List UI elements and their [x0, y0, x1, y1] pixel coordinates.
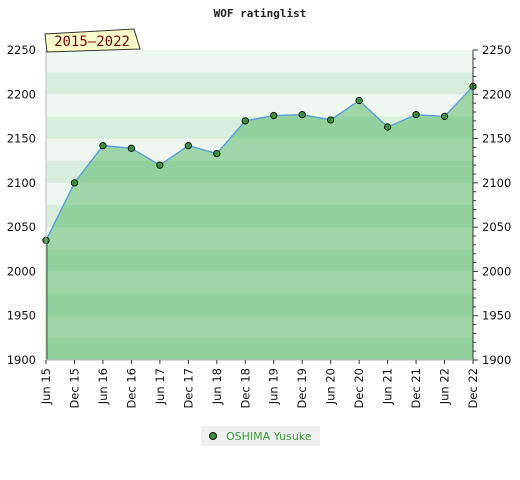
y-tick-label-left: 2150: [7, 132, 36, 146]
data-point[interactable]: [355, 96, 363, 105]
x-tick-label: Dec 22: [466, 368, 480, 409]
x-tick-label: Jun 17: [153, 368, 167, 405]
grid-band: [46, 72, 473, 95]
grid-band: [46, 271, 473, 294]
grid-band: [46, 160, 473, 183]
y-tick-label-right: 2250: [482, 43, 511, 57]
y-tick-label-right: 2050: [482, 220, 511, 234]
y-tick-label-left: 1900: [7, 353, 36, 367]
data-point[interactable]: [298, 111, 306, 119]
legend-label: OSHIMA Yusuke: [226, 429, 312, 443]
y-tick-label-left: 2250: [7, 43, 36, 57]
grid-band: [46, 94, 473, 117]
data-point[interactable]: [127, 144, 136, 152]
y-tick-label-right: 2150: [482, 132, 511, 146]
grid-band: [46, 249, 473, 272]
data-point[interactable]: [241, 117, 249, 125]
x-tick-label: Dec 21: [409, 368, 423, 409]
x-tick-label: Dec 20: [352, 368, 366, 409]
data-point[interactable]: [99, 142, 107, 150]
line-layer: [45, 85, 474, 241]
y-tick-label-left: 1950: [7, 309, 36, 323]
period-badge: 2015–2022: [44, 28, 141, 53]
data-point[interactable]: [440, 112, 449, 121]
series-line: [45, 85, 474, 241]
x-tick-label: Dec 17: [181, 368, 195, 409]
x-tick-label: Jun 20: [324, 368, 338, 405]
grid-band: [46, 337, 473, 360]
y-tick-label-left: 2000: [7, 264, 36, 278]
legend-marker: [209, 432, 217, 440]
series-area: [46, 86, 473, 361]
y-tick-label-right: 2100: [482, 176, 511, 190]
data-point[interactable]: [184, 142, 192, 150]
y-tick-label-left: 2050: [7, 220, 36, 234]
y-tick-label-left: 2200: [7, 87, 36, 101]
x-tick-label: Dec 15: [67, 368, 81, 409]
grid-band: [46, 138, 473, 161]
y-tick-label-left: 2100: [7, 176, 36, 190]
x-tick-label: Jun 16: [96, 368, 110, 405]
y-tick-label-right: 2000: [482, 264, 511, 278]
x-tick-label: Jun 19: [267, 368, 281, 405]
x-tick-label: Dec 19: [295, 368, 309, 409]
data-point[interactable]: [383, 123, 392, 131]
grid-band: [46, 227, 473, 250]
x-tick-label: Dec 18: [238, 368, 252, 409]
background-bands: [46, 50, 473, 360]
x-tick-label: Jun 22: [438, 368, 452, 405]
data-point[interactable]: [213, 149, 221, 158]
x-tick-label: Dec 16: [124, 368, 138, 409]
chart-title: WOF ratinglist: [214, 7, 307, 20]
x-tick-label: Jun 15: [39, 368, 53, 405]
data-point[interactable]: [70, 179, 79, 187]
grid-band: [46, 205, 473, 228]
y-tick-label-right: 2200: [482, 87, 511, 101]
y-tick-label-right: 1950: [482, 309, 511, 323]
x-tick-label: Jun 18: [210, 368, 224, 405]
grid-band: [46, 50, 473, 73]
data-point[interactable]: [270, 111, 278, 120]
legend[interactable]: OSHIMA Yusuke: [201, 426, 320, 446]
period-badge-bg: [44, 28, 141, 53]
period-badge-label: 2015–2022: [54, 34, 130, 50]
data-point[interactable]: [156, 161, 164, 169]
axis-layer: 1900 1900 1950 1950 2000 2000 2050 2050 2100 2100…: [7, 43, 512, 409]
data-point[interactable]: [412, 111, 420, 119]
y-tick-label-right: 1900: [482, 353, 511, 367]
x-tick-label: Jun 21: [381, 368, 395, 405]
grid-band: [46, 293, 473, 316]
grid-band: [46, 315, 473, 338]
area-layer: [46, 86, 473, 361]
grid-band: [46, 182, 473, 205]
grid-band: [46, 116, 473, 139]
data-point[interactable]: [327, 116, 335, 124]
